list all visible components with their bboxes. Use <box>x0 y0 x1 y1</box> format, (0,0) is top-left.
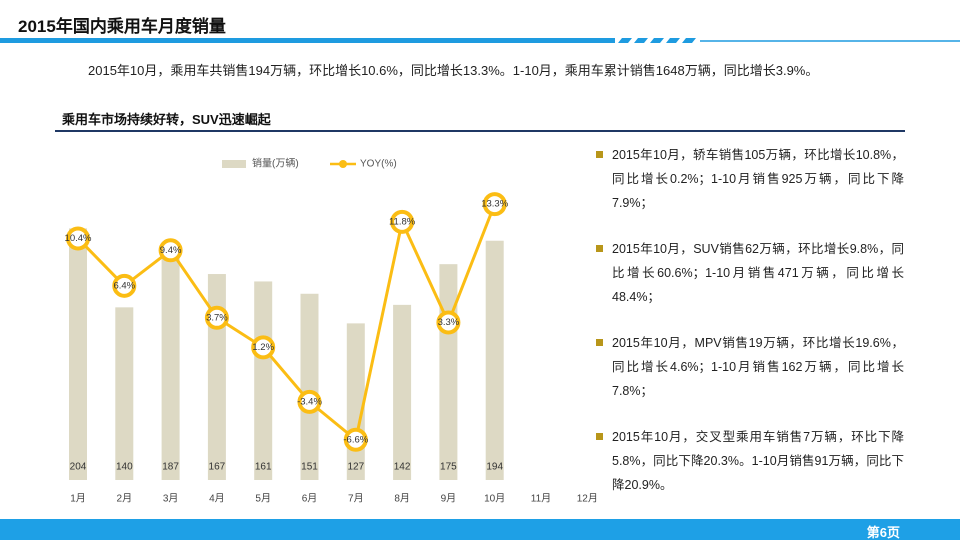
x-tick-label: 5月 <box>255 493 271 505</box>
point <box>204 305 229 330</box>
point-label: 13.3% <box>481 199 508 210</box>
legend-swatch <box>222 160 246 168</box>
x-tick-label: 2月 <box>117 493 133 505</box>
x-tick-label: 6月 <box>302 493 318 505</box>
summary: 2015年10月，乘用车共销售194万辆，环比增长10.6%，同比增长13.3%… <box>88 63 819 78</box>
x-tick-label: 7月 <box>348 493 364 505</box>
line <box>76 203 497 443</box>
bar-label: 175 <box>440 462 457 473</box>
x-tick-label: 12月 <box>577 493 598 505</box>
chart-title: 乘用车市场持续好转，SUV迅速崛起 <box>62 112 271 127</box>
page-title: 2015年国内乘用车月度销量 <box>18 17 226 36</box>
point-label: 3.3% <box>438 317 460 328</box>
bullet-note: 2015年10月，轿车销售105万辆，环比增长10.8%，同比增长0.2%；1-… <box>596 143 904 215</box>
x-tick-label: 1月 <box>70 493 86 505</box>
bar-label: 140 <box>116 462 133 473</box>
x-tick-label: 4月 <box>209 493 225 505</box>
notes: 2015年10月，轿车销售105万辆，环比增长10.8%，同比增长0.2%；1-… <box>596 143 904 519</box>
point-label: -6.6% <box>343 434 368 445</box>
point <box>343 427 368 452</box>
x-tick-label: 8月 <box>394 493 410 505</box>
x-tick-label: 11月 <box>531 493 551 505</box>
point <box>390 209 415 234</box>
point <box>66 226 90 251</box>
bar <box>300 293 319 480</box>
bullet-note: 2015年10月，交叉型乘用车销售7万辆，环比下降5.8%，同比下降20.3%。… <box>596 425 904 497</box>
bar <box>254 281 273 480</box>
x-tick-label: 3月 <box>163 493 179 505</box>
bullet-note: 2015年10月，MPV销售19万辆，环比增长19.6%，同比增长4.6%；1-… <box>596 331 904 403</box>
bar-label: 127 <box>347 462 364 473</box>
header-bar <box>0 38 615 43</box>
point <box>436 310 461 335</box>
x-tick-label: 9月 <box>441 493 457 505</box>
legend-swatch <box>339 160 347 168</box>
point <box>482 192 507 217</box>
bar-label: 161 <box>255 462 272 473</box>
bullet-note: 2015年10月，SUV销售62万辆，环比增长9.8%，同比增长60.6%；1-… <box>596 237 904 309</box>
bar <box>346 323 365 480</box>
point <box>297 389 322 414</box>
point-label: 6.4% <box>113 280 135 291</box>
bar <box>393 304 412 480</box>
point-label: 10.4% <box>65 233 92 244</box>
legend-label: YOY(%) <box>360 159 397 170</box>
bar-label: 167 <box>209 462 226 473</box>
bar <box>115 307 134 480</box>
point-label: 9.4% <box>160 245 182 256</box>
header-stripes <box>618 38 696 43</box>
bar-label: 204 <box>70 462 87 473</box>
bar-label: 151 <box>301 462 318 473</box>
page-number: 第6页 <box>866 525 900 540</box>
footer-bar <box>0 519 960 540</box>
point <box>112 273 137 298</box>
legend-label: 销量(万辆) <box>252 157 299 170</box>
point-label: -3.4% <box>297 396 322 407</box>
bar-label: 194 <box>486 462 503 473</box>
point <box>158 238 183 263</box>
x-tick-label: 10月 <box>484 493 505 505</box>
point-label: 11.8% <box>389 216 416 227</box>
bar <box>485 240 504 480</box>
bar <box>439 264 458 480</box>
point-label: 1.2% <box>252 342 274 353</box>
point <box>251 335 276 360</box>
bar <box>207 274 226 480</box>
bar-label: 187 <box>162 462 179 473</box>
point-label: 3.7% <box>206 312 228 323</box>
bar <box>161 249 180 480</box>
bar <box>69 228 87 480</box>
bar-label: 142 <box>394 462 411 473</box>
